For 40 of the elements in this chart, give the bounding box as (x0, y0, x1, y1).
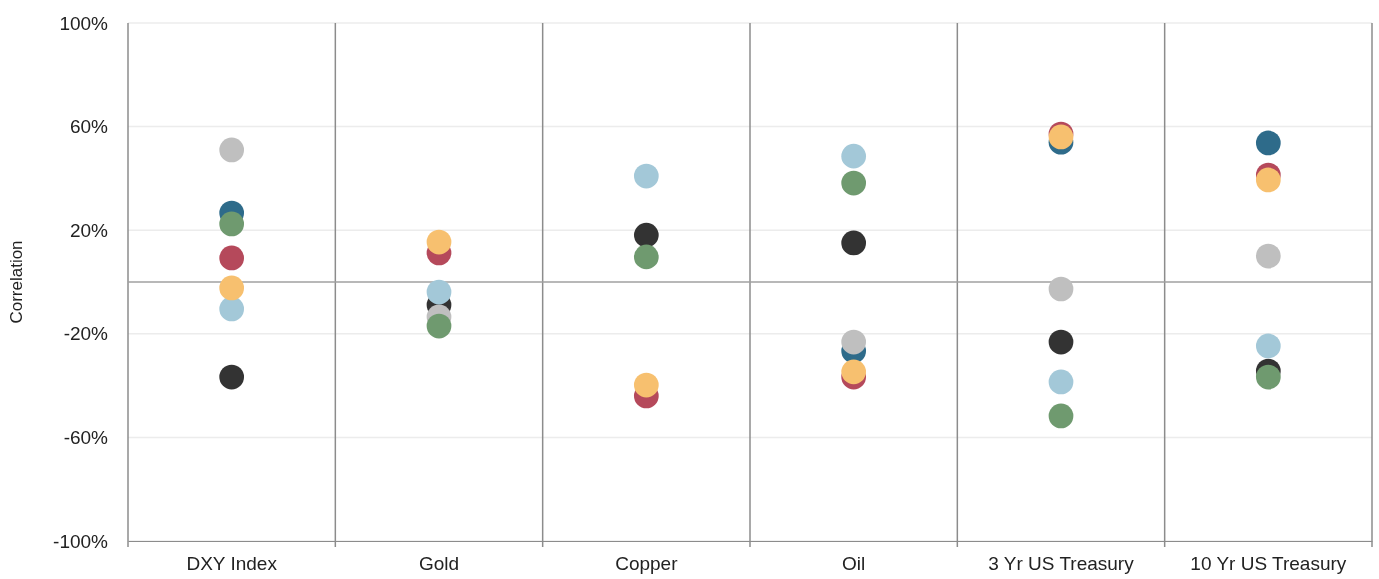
point (219, 364, 245, 390)
point (426, 313, 452, 339)
point (1048, 276, 1074, 302)
y-tick-label: -100% (53, 530, 109, 552)
point (1048, 369, 1074, 395)
point (1255, 333, 1281, 359)
y-tick-label: 20% (69, 219, 109, 241)
point (426, 229, 452, 255)
point (219, 296, 245, 322)
point (1255, 130, 1281, 156)
point (841, 230, 867, 256)
x-tick-label: Oil (842, 553, 866, 575)
y-axis-title: Correlation (7, 240, 26, 324)
point (1255, 167, 1281, 193)
point (841, 143, 867, 169)
point (219, 211, 245, 237)
x-tick-label: DXY Index (186, 553, 278, 575)
point (841, 170, 867, 196)
point (1048, 403, 1074, 429)
x-tick-label: 3 Yr US Treasury (988, 553, 1135, 575)
point (1255, 243, 1281, 269)
point (219, 245, 245, 271)
point (841, 329, 867, 355)
point (841, 359, 867, 385)
x-tick-label: 10 Yr US Treasury (1190, 553, 1347, 575)
point (1255, 364, 1281, 390)
x-tick-label: Gold (418, 553, 460, 575)
point (219, 275, 245, 301)
point (633, 163, 659, 189)
y-tick-label: -60% (63, 426, 109, 448)
point (633, 222, 659, 248)
point (219, 137, 245, 163)
x-tick-label: Copper (615, 553, 679, 575)
point (633, 244, 659, 270)
y-tick-label: 60% (69, 116, 109, 138)
point (633, 372, 659, 398)
y-tick-label: 100% (59, 12, 109, 34)
y-tick-label: -20% (63, 323, 109, 345)
point (426, 279, 452, 305)
point (1048, 329, 1074, 355)
